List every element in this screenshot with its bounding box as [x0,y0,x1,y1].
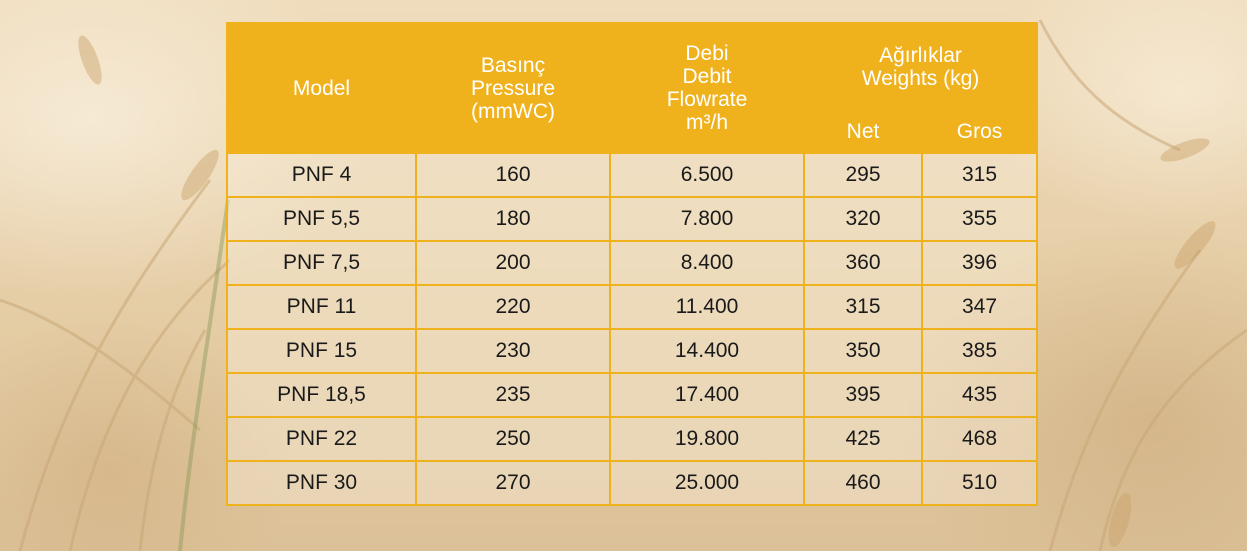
cell-flowrate: 17.400 [609,372,805,418]
cell-model: PNF 11 [226,284,417,330]
cell-pressure: 270 [415,460,611,506]
header-pressure: Basınç Pressure (mmWC) [415,22,611,154]
header-pressure-tr: Basınç [480,53,546,77]
header-flow-fr: Debit [682,65,732,88]
table-row: PNF 30 270 25.000 460 510 [226,460,1039,506]
header-flowrate: Debi Debit Flowrate m³/h [609,22,805,154]
header-pressure-en: Pressure [470,76,556,100]
table-body: PNF 4 160 6.500 295 315 PNF 5,5 180 7.80… [226,152,1039,506]
table-header: Model Basınç Pressure (mmWC) Debi Debit … [226,22,1039,154]
cell-net-weight: 315 [803,284,923,330]
cell-net-weight: 295 [803,152,923,198]
cell-flowrate: 11.400 [609,284,805,330]
cell-model: PNF 18,5 [226,372,417,418]
cell-flowrate: 14.400 [609,328,805,374]
cell-gross-weight: 435 [920,372,1039,418]
header-model-label: Model [292,76,351,100]
cell-flowrate: 7.800 [609,196,805,242]
header-net: Net [803,110,923,154]
cell-net-weight: 395 [803,372,923,418]
cell-gross-weight: 315 [920,152,1039,198]
cell-net-weight: 350 [803,328,923,374]
cell-flowrate: 8.400 [609,240,805,286]
table-row: PNF 11 220 11.400 315 347 [226,284,1039,330]
header-flow-tr: Debi [685,42,729,65]
cell-model: PNF 30 [226,460,417,506]
cell-net-weight: 425 [803,416,923,462]
cell-pressure: 235 [415,372,611,418]
header-weights-en: Weights (kg) [861,67,980,90]
cell-model: PNF 15 [226,328,417,374]
cell-gross-weight: 396 [920,240,1039,286]
cell-model: PNF 4 [226,152,417,198]
cell-flowrate: 19.800 [609,416,805,462]
cell-gross-weight: 385 [920,328,1039,374]
header-gros: Gros [920,110,1039,154]
header-flow-en: Flowrate [666,88,748,111]
header-flow-unit: m³/h [686,111,728,134]
cell-gross-weight: 347 [920,284,1039,330]
cell-gross-weight: 468 [920,416,1039,462]
table-row: PNF 7,5 200 8.400 360 396 [226,240,1039,286]
cell-net-weight: 460 [803,460,923,506]
specifications-table-container: Model Basınç Pressure (mmWC) Debi Debit … [226,22,1039,506]
cell-pressure: 160 [415,152,611,198]
cell-model: PNF 5,5 [226,196,417,242]
cell-pressure: 230 [415,328,611,374]
header-weights-tr: Ağırlıklar [879,44,962,67]
cell-flowrate: 6.500 [609,152,805,198]
table-row: PNF 15 230 14.400 350 385 [226,328,1039,374]
header-model: Model [226,22,417,154]
header-pressure-unit: (mmWC) [471,99,555,123]
cell-model: PNF 22 [226,416,417,462]
cell-gross-weight: 355 [920,196,1039,242]
header-weights: Ağırlıklar Weights (kg) [802,22,1039,110]
cell-pressure: 250 [415,416,611,462]
table-row: PNF 4 160 6.500 295 315 [226,152,1039,198]
table-row: PNF 22 250 19.800 425 468 [226,416,1039,462]
cell-net-weight: 360 [803,240,923,286]
cell-flowrate: 25.000 [609,460,805,506]
table-row: PNF 5,5 180 7.800 320 355 [226,196,1039,242]
specifications-table: Model Basınç Pressure (mmWC) Debi Debit … [226,22,1039,506]
cell-pressure: 200 [415,240,611,286]
cell-net-weight: 320 [803,196,923,242]
cell-pressure: 220 [415,284,611,330]
cell-pressure: 180 [415,196,611,242]
cell-gross-weight: 510 [920,460,1039,506]
table-row: PNF 18,5 235 17.400 395 435 [226,372,1039,418]
cell-model: PNF 7,5 [226,240,417,286]
